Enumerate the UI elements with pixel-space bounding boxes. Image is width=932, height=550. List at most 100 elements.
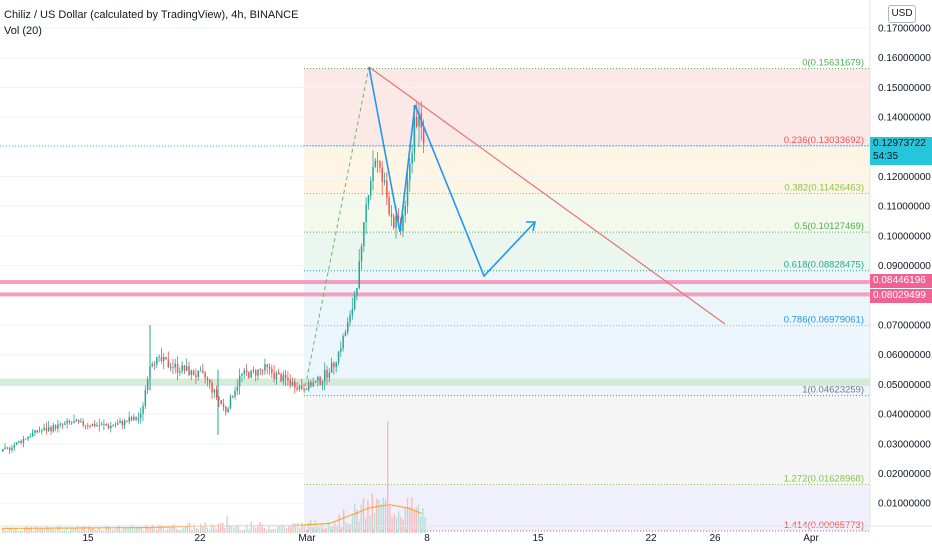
time-tick-label: 15	[82, 533, 94, 544]
volume-bar	[206, 527, 208, 533]
candle-body	[386, 180, 388, 198]
volume-bar	[105, 526, 107, 533]
candle-body	[275, 372, 278, 379]
volume-bar	[147, 526, 149, 533]
volume-bar	[263, 528, 266, 533]
candle-body	[48, 427, 50, 431]
support-zone	[0, 378, 870, 386]
volume-bar	[351, 513, 354, 533]
candle-body	[15, 442, 18, 445]
candle-body	[156, 357, 158, 365]
candle-body	[121, 420, 124, 426]
candle-body	[232, 396, 234, 397]
price-tick-label: 0.07000000	[878, 321, 931, 332]
candle-body	[374, 160, 377, 167]
candle-body	[100, 424, 103, 426]
candle-body	[181, 365, 183, 372]
volume-bar	[72, 528, 74, 533]
candle-body	[347, 322, 349, 332]
fib-label-0.236: 0.236(0.13033692)	[784, 135, 864, 146]
time-tick-label: Mar	[298, 533, 316, 544]
volume-bar	[398, 511, 400, 533]
volume-bar	[65, 526, 68, 533]
volume-bar	[4, 529, 6, 533]
volume-bar	[272, 528, 274, 533]
volume-bar	[109, 528, 112, 533]
candle-body	[43, 427, 45, 431]
volume-bar	[360, 504, 362, 533]
candle-body	[61, 423, 64, 425]
price-tick-label: 0.06000000	[878, 350, 931, 361]
currency-button[interactable]: USD	[888, 5, 916, 23]
candle-body	[298, 385, 301, 390]
volume-bar	[160, 525, 162, 533]
candle-body	[351, 309, 354, 316]
candle-body	[360, 246, 363, 262]
candle-body	[13, 444, 15, 448]
candle-body	[349, 315, 351, 323]
volume-bar	[303, 525, 305, 533]
candle-body	[305, 388, 308, 390]
volume-bar	[39, 527, 41, 533]
candle-body	[395, 215, 397, 228]
candle-body	[202, 370, 204, 373]
volume-bar	[191, 529, 193, 533]
candle-body	[220, 400, 222, 404]
volume-bar	[281, 524, 283, 533]
candle-body	[103, 424, 105, 425]
volume-bar	[189, 522, 191, 533]
volume-bar	[415, 507, 417, 533]
volume-bar	[28, 528, 30, 533]
candle-body	[163, 356, 165, 362]
candle-body	[303, 388, 305, 390]
candle-body	[174, 363, 176, 368]
price-tick-label: 0.14000000	[878, 113, 931, 124]
volume-bar	[371, 493, 373, 533]
candle-body	[273, 373, 275, 379]
candle-body	[225, 406, 227, 413]
candle-body	[280, 374, 282, 382]
candle-body	[422, 127, 425, 144]
candle-body	[94, 423, 96, 426]
volume-bar	[52, 529, 54, 533]
volume-bar	[384, 499, 387, 533]
volume-bar	[32, 530, 35, 533]
candle-body	[112, 425, 114, 427]
volume-bar	[134, 528, 136, 533]
volume-bar	[129, 525, 131, 533]
price-tick-label: 0.04000000	[878, 410, 931, 421]
volume-bar	[151, 524, 153, 533]
candle-body	[335, 362, 337, 368]
candle-body	[128, 417, 130, 422]
candle-body	[404, 205, 406, 216]
candle-body	[287, 378, 289, 381]
candle-body	[146, 379, 149, 390]
volume-indicator-label[interactable]: Vol (20)	[4, 25, 42, 37]
volume-bar	[8, 528, 10, 533]
volume-bar	[329, 526, 332, 533]
volume-bar	[285, 527, 288, 533]
projection-path	[368, 66, 536, 278]
candle-body	[213, 389, 216, 393]
volume-bar	[393, 513, 395, 533]
volume-bar	[184, 526, 186, 533]
current-price-value: 0.12973722	[873, 138, 926, 149]
volume-bar	[83, 525, 85, 533]
horizontal-level-tag-lower: 0.08029499	[870, 289, 932, 303]
volume-bar	[237, 524, 239, 533]
candle-body	[27, 436, 29, 439]
candle-body	[110, 425, 112, 429]
volume-bar	[178, 529, 180, 533]
volume-bar	[248, 528, 250, 533]
fib-label-0: 0(0.15631679)	[802, 58, 864, 69]
volume-bar	[389, 505, 391, 533]
volume-bar	[112, 530, 114, 533]
volume-bar	[305, 529, 307, 533]
volume-bar	[323, 528, 325, 533]
candle-body	[119, 420, 121, 424]
candle-body	[255, 370, 257, 376]
price-tick-label: 0.10000000	[878, 231, 931, 242]
fib-label-0.786: 0.786(0.06979061)	[784, 315, 864, 326]
candle-body	[245, 370, 248, 373]
